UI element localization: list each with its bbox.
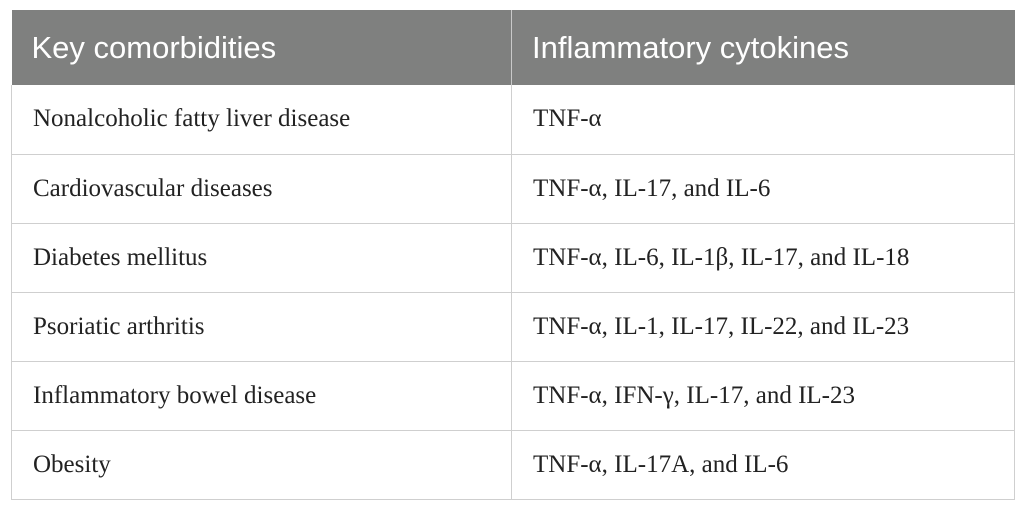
comorbidity-cell: Nonalcoholic fatty liver disease — [11, 85, 512, 155]
cytokines-cell: TNF-α, IL-1, IL-17, IL-22, and IL-23 — [511, 292, 1015, 362]
table-row: Obesity TNF-α, IL-17A, and IL-6 — [11, 430, 1015, 500]
table-row: Diabetes mellitus TNF-α, IL-6, IL-1β, IL… — [11, 223, 1015, 293]
table-row: Inflammatory bowel disease TNF-α, IFN-γ,… — [11, 361, 1015, 431]
cytokines-cell: TNF-α, IL-17A, and IL-6 — [511, 430, 1015, 500]
table-header-row: Key comorbidities Inflammatory cytokines — [11, 10, 1015, 85]
table-row: Nonalcoholic fatty liver disease TNF-α — [11, 85, 1015, 155]
cytokines-cell: TNF-α, IL-6, IL-1β, IL-17, and IL-18 — [511, 223, 1015, 293]
comorbidity-cell: Psoriatic arthritis — [11, 292, 512, 362]
comorbidity-cell: Diabetes mellitus — [11, 223, 512, 293]
comorbidity-cell: Cardiovascular diseases — [11, 154, 512, 224]
table-row: Cardiovascular diseases TNF-α, IL-17, an… — [11, 154, 1015, 224]
cytokines-cell: TNF-α — [511, 85, 1015, 155]
comorbidity-cell: Obesity — [11, 430, 512, 500]
cytokines-cell: TNF-α, IFN-γ, IL-17, and IL-23 — [511, 361, 1015, 431]
comorbidities-table: Key comorbidities Inflammatory cytokines… — [11, 10, 1015, 500]
column-header-cytokines: Inflammatory cytokines — [511, 10, 1015, 85]
column-header-comorbidities: Key comorbidities — [11, 10, 512, 85]
comorbidity-cell: Inflammatory bowel disease — [11, 361, 512, 431]
cytokines-cell: TNF-α, IL-17, and IL-6 — [511, 154, 1015, 224]
table-row: Psoriatic arthritis TNF-α, IL-1, IL-17, … — [11, 292, 1015, 362]
